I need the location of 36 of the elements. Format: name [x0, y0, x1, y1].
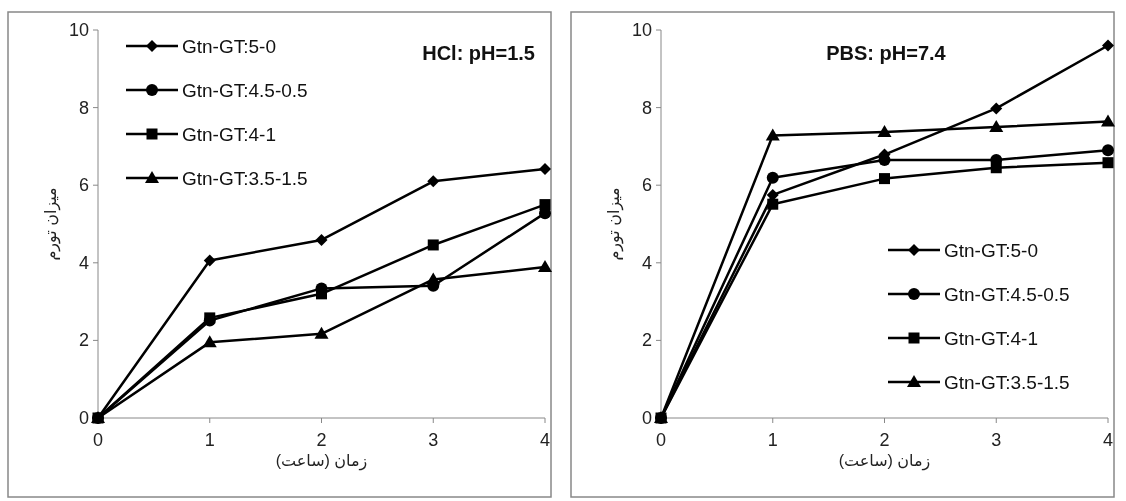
y-tick-label: 8 — [641, 97, 652, 118]
y-tick-label: 2 — [78, 330, 89, 351]
legend-label: Gtn-GT:5-0 — [944, 240, 1038, 261]
y-tick-label: 10 — [631, 20, 652, 40]
legend-label: Gtn-GT:4-1 — [182, 124, 276, 145]
y-tick-label: 8 — [78, 97, 89, 118]
y-axis-title: میزان تورم — [42, 187, 61, 261]
legend-label: Gtn-GT:5-0 — [182, 36, 276, 57]
y-tick-label: 0 — [641, 408, 652, 428]
legend-label: Gtn-GT:4-1 — [944, 328, 1038, 349]
x-axis-title: زمان (ساعت) — [275, 452, 368, 471]
x-tick-label: 3 — [991, 430, 1002, 450]
x-tick-label: 2 — [879, 430, 890, 450]
y-tick-label: 10 — [68, 20, 89, 40]
y-tick-label: 4 — [78, 252, 89, 273]
legend-label: Gtn-GT:3.5-1.5 — [182, 168, 308, 189]
x-tick-label: 2 — [316, 430, 327, 450]
x-tick-label: 0 — [92, 430, 104, 450]
y-tick-label: 4 — [641, 252, 652, 273]
legend-label: Gtn-GT:4.5-0.5 — [182, 80, 308, 101]
x-tick-label: 0 — [655, 430, 667, 450]
text: HCl: pH=1.5 — [422, 42, 535, 64]
y-axis-title: میزان تورم — [605, 187, 624, 261]
x-tick-label: 3 — [428, 430, 439, 450]
y-tick-label: 6 — [78, 175, 89, 196]
legend-label: Gtn-GT:3.5-1.5 — [944, 372, 1070, 393]
x-tick-label: 1 — [767, 430, 778, 450]
x-tick-label: 4 — [1102, 430, 1114, 450]
text: PBS: pH=7.4 — [826, 42, 947, 64]
x-axis-title: زمان (ساعت) — [838, 452, 931, 471]
legend-label: Gtn-GT:4.5-0.5 — [944, 284, 1070, 305]
y-tick-label: 0 — [78, 408, 89, 428]
x-tick-label: 1 — [204, 430, 215, 450]
y-tick-label: 2 — [641, 330, 652, 351]
x-tick-label: 4 — [539, 430, 551, 450]
y-tick-label: 6 — [641, 175, 652, 196]
